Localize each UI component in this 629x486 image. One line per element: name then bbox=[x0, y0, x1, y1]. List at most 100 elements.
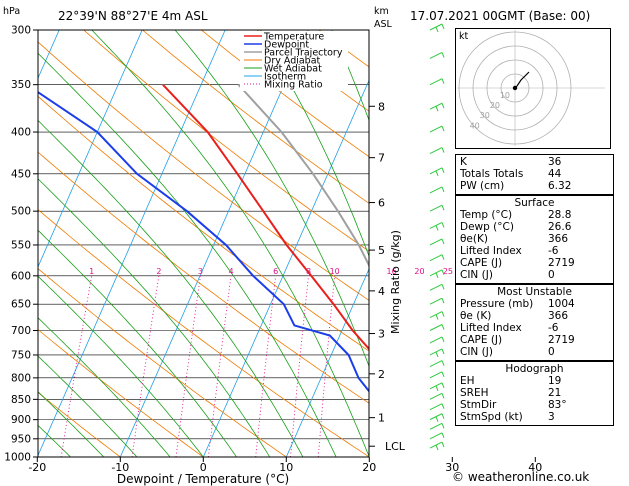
table-row-value: 83° bbox=[548, 399, 567, 411]
mixing-ratio-line bbox=[207, 275, 232, 457]
wind-barb bbox=[429, 254, 445, 262]
table-row-label: K bbox=[460, 156, 468, 168]
mixing-ratio-line bbox=[131, 275, 160, 457]
index-tables: K 36 Totals Totals 44 PW (cm) 6.32 SurfaceTemp… bbox=[455, 154, 614, 426]
mixing-ratio-label-3: 3 bbox=[198, 267, 203, 276]
hodograph-ring-label: 40 bbox=[470, 121, 480, 130]
pressure-tick-label-1000: 1000 bbox=[4, 452, 31, 464]
legend-mixing-ratio: Mixing Ratio bbox=[264, 80, 323, 91]
wind-barb bbox=[429, 348, 445, 358]
table-row-value: 21 bbox=[548, 387, 561, 399]
wind-barb bbox=[429, 336, 445, 344]
table-row-value: 0 bbox=[548, 269, 555, 281]
mixing-ratio-label-20: 20 bbox=[414, 267, 424, 276]
most-unstable-title: Most Unstable bbox=[497, 286, 572, 298]
mixing-ratio-label-4: 4 bbox=[228, 267, 233, 276]
wind-barb bbox=[429, 238, 445, 246]
lcl-label: LCL bbox=[385, 440, 406, 453]
temperature-tick-label: 30 bbox=[445, 461, 459, 474]
mixing-ratio-label-10: 10 bbox=[330, 267, 340, 276]
wind-barb bbox=[429, 360, 445, 368]
mixing-ratio-line bbox=[255, 275, 277, 457]
wind-barb bbox=[429, 283, 445, 291]
x-axis-label: Dewpoint / Temperature (°C) bbox=[117, 472, 289, 486]
pressure-tick-label-650: 650 bbox=[11, 299, 31, 311]
isotherm-line bbox=[202, 79, 369, 457]
dry-adiabat-line bbox=[38, 151, 369, 404]
hodograph-frame bbox=[455, 28, 611, 149]
dry-adiabat-line bbox=[142, 30, 369, 204]
legend-wet-adiabat: Wet Adiabat bbox=[264, 64, 322, 75]
temperature-line bbox=[162, 84, 369, 351]
km-tick-label-6: 6 bbox=[378, 197, 385, 210]
wind-barb bbox=[429, 186, 445, 194]
km-tick-label-3: 3 bbox=[378, 328, 385, 341]
table-row-value: 0 bbox=[548, 346, 555, 358]
mixing-ratio-label-1: 1 bbox=[89, 267, 94, 276]
table-box bbox=[455, 195, 614, 284]
table-row-label: Temp (°C) bbox=[459, 209, 512, 221]
pressure-tick-label-900: 900 bbox=[11, 414, 31, 426]
table-row-label: StmDir bbox=[460, 399, 497, 411]
isotherm-line bbox=[38, 30, 143, 268]
legend-dry-adiabat: Dry Adiabat bbox=[264, 56, 321, 67]
table-row-value: 28.8 bbox=[548, 209, 571, 221]
wet-adiabat-line bbox=[38, 178, 271, 457]
table-row-value: 2719 bbox=[548, 334, 575, 346]
mixing-ratio-label-16: 16 bbox=[387, 267, 397, 276]
wind-barb bbox=[429, 222, 445, 231]
table-row-value: -6 bbox=[548, 322, 559, 334]
wind-barb bbox=[429, 147, 445, 154]
surface-title: Surface bbox=[514, 197, 554, 209]
dry-adiabat-line bbox=[613, 30, 629, 457]
mixing-ratio-line bbox=[409, 276, 420, 457]
hodograph-unit-label: kt bbox=[459, 31, 469, 42]
dry-adiabat-line bbox=[83, 30, 369, 252]
pressure-tick-label-600: 600 bbox=[11, 270, 31, 282]
asl-unit-label: ASL bbox=[374, 19, 393, 30]
profile-lines bbox=[38, 84, 369, 393]
legend: Temperature Dewpoint Parcel Trajectory D… bbox=[240, 31, 348, 91]
km-tick-label-2: 2 bbox=[378, 368, 385, 381]
wind-barb bbox=[429, 441, 445, 451]
table-row-value: 366 bbox=[548, 233, 568, 245]
dry-adiabat-line bbox=[38, 209, 369, 457]
mixing-ratio-label-2: 2 bbox=[156, 267, 161, 276]
table-row-label: Lifted Index bbox=[460, 245, 522, 257]
pressure-tick-label-950: 950 bbox=[11, 433, 31, 445]
table-box bbox=[455, 284, 614, 361]
copyright-text: © weatheronline.co.uk bbox=[452, 470, 590, 484]
table-row-label: θe (K) bbox=[460, 310, 491, 322]
table-box bbox=[455, 154, 614, 195]
wind-barb bbox=[429, 311, 445, 320]
isotherm-line bbox=[285, 268, 369, 457]
parcel-trajectory-line bbox=[237, 84, 369, 268]
pressure-axis: 300 350 400 450 500 550 600 650 700 750 800 850 900 9… bbox=[4, 25, 38, 464]
wind-barb bbox=[429, 204, 445, 212]
table-box bbox=[455, 361, 614, 426]
mixing-ratio-line bbox=[175, 275, 201, 457]
dry-adiabat-line bbox=[38, 268, 287, 457]
wind-barb bbox=[429, 297, 445, 305]
wet-adiabat-line bbox=[38, 355, 138, 457]
wind-barb bbox=[429, 371, 445, 379]
table-row-label: StmSpd (kt) bbox=[460, 411, 523, 423]
hodograph-storm-marker bbox=[512, 85, 518, 91]
dry-adiabat-line bbox=[38, 41, 369, 301]
table-row-label: CAPE (J) bbox=[460, 334, 502, 346]
table-row-value: 1004 bbox=[548, 298, 575, 310]
hpa-unit-label: hPa bbox=[3, 6, 20, 17]
dry-adiabat-line bbox=[201, 30, 369, 158]
pressure-tick-label-350: 350 bbox=[11, 79, 31, 91]
mixing-ratio-label-8: 8 bbox=[306, 267, 311, 276]
plot-frame bbox=[37, 29, 370, 458]
hodograph-ring-label: 20 bbox=[490, 101, 500, 110]
isotherm-line bbox=[618, 30, 629, 457]
wet-adiabat-line bbox=[38, 317, 171, 457]
dry-adiabat-line bbox=[38, 329, 204, 457]
location-label: 22°39'N 88°27'E 4m ASL bbox=[58, 9, 208, 23]
wind-barb bbox=[429, 23, 445, 33]
wind-barb bbox=[429, 432, 445, 440]
